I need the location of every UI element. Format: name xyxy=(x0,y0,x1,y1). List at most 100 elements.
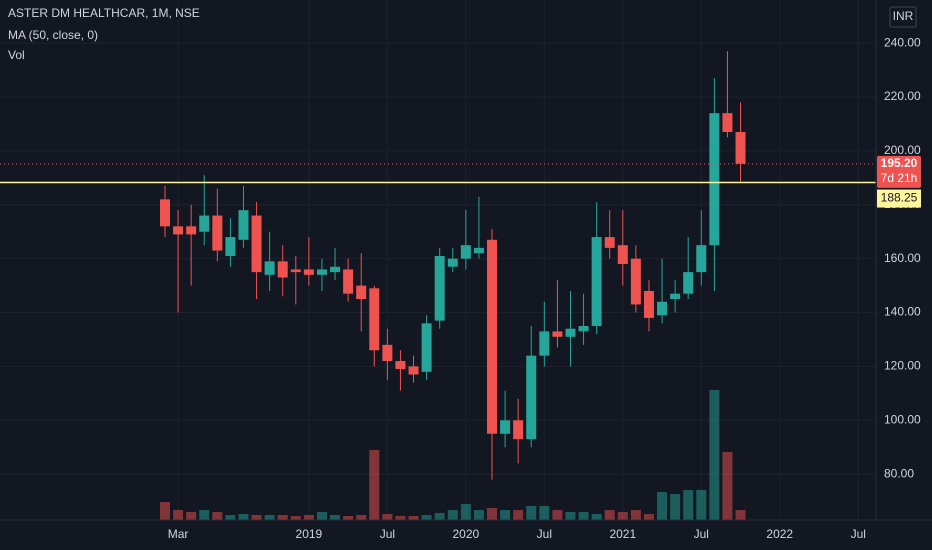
volume-bar xyxy=(552,510,563,520)
candle-body xyxy=(617,245,628,265)
candle-body xyxy=(500,420,511,434)
candle-body xyxy=(382,344,393,362)
volume-bar xyxy=(395,516,406,520)
volume-bar xyxy=(408,516,419,520)
volume-bar xyxy=(500,510,511,520)
volume-bar xyxy=(657,492,668,520)
volume-bar xyxy=(460,504,471,520)
y-tick-label: 220.00 xyxy=(884,89,921,103)
currency-box[interactable] xyxy=(889,6,917,28)
candle-body xyxy=(264,261,275,275)
y-tick-label: 160.00 xyxy=(884,251,921,265)
candle-body xyxy=(251,215,262,273)
volume-bar xyxy=(173,510,184,520)
volume-bar xyxy=(565,512,576,520)
last-price-bg xyxy=(877,155,921,188)
volume-bar xyxy=(303,515,314,520)
hline-label-bg xyxy=(877,189,921,208)
volume-bar xyxy=(277,515,288,520)
candle-body xyxy=(643,290,654,318)
countdown: 7d 21h xyxy=(881,171,918,185)
y-tick-label: 100.00 xyxy=(884,412,921,426)
candle-body xyxy=(173,226,184,235)
chart-title: ASTER DM HEALTHCAR, 1M, NSE xyxy=(8,6,200,20)
candle-body xyxy=(591,237,602,327)
candle-body xyxy=(330,266,341,273)
x-tick-label: 2020 xyxy=(452,527,479,541)
candle-body xyxy=(186,226,197,235)
y-tick-label: 120.00 xyxy=(884,359,921,373)
volume-bar xyxy=(212,512,223,520)
candle-body xyxy=(460,245,471,259)
candle-body xyxy=(709,113,720,246)
volume-bar xyxy=(238,514,249,520)
candle-body xyxy=(657,301,668,316)
x-tick-label: Mar xyxy=(168,527,189,541)
candle-body xyxy=(238,210,249,240)
volume-bar xyxy=(316,512,327,520)
x-tick-label: Jul xyxy=(537,527,552,541)
candle-body xyxy=(578,326,589,332)
candle-body xyxy=(513,420,524,440)
candle-body xyxy=(630,258,641,305)
volume-bar xyxy=(382,514,393,520)
candle-body xyxy=(290,269,301,273)
candle-body xyxy=(434,255,445,321)
candle-body xyxy=(408,366,419,375)
candle-body xyxy=(316,269,327,275)
currency[interactable]: INR xyxy=(893,9,914,23)
candle-body xyxy=(735,132,746,164)
volume-bar xyxy=(290,516,301,520)
candle-body xyxy=(212,215,223,251)
volume-bar xyxy=(251,515,262,520)
volume-bar xyxy=(578,512,589,520)
candle-body xyxy=(369,288,380,351)
candle-body xyxy=(277,261,288,278)
last-price-label: 195.20 xyxy=(881,156,918,170)
candle-body xyxy=(447,258,458,267)
volume-bar xyxy=(735,510,746,520)
x-tick-label: Jul xyxy=(851,527,866,541)
candle-body xyxy=(670,293,681,300)
labels: 80.00100.00120.00140.00160.00180.00200.0… xyxy=(168,35,921,541)
y-tick-label: 80.00 xyxy=(884,466,914,480)
x-tick-label: Jul xyxy=(380,527,395,541)
volume-bar xyxy=(330,515,341,520)
volume-bar xyxy=(264,515,275,520)
candle-body xyxy=(487,239,497,434)
volume-bar xyxy=(343,516,354,520)
candle-body xyxy=(160,199,170,227)
candle-body xyxy=(395,361,406,370)
volume-bar xyxy=(683,490,694,520)
volume-bar xyxy=(604,510,615,520)
candle-body xyxy=(565,328,576,337)
volume-bar xyxy=(421,515,432,520)
y-tick-label: 240.00 xyxy=(884,35,921,49)
x-tick-label: 2019 xyxy=(296,527,323,541)
volume-bar xyxy=(160,502,170,520)
volume-bar xyxy=(513,510,524,520)
volume-bar xyxy=(539,506,550,520)
volume-bar xyxy=(591,514,602,520)
candle-body xyxy=(199,215,210,232)
volume-bar xyxy=(696,490,707,520)
candle-body xyxy=(303,269,314,275)
hline-label: 188.25 xyxy=(881,191,918,205)
volume-bar xyxy=(369,450,380,520)
candle-body xyxy=(526,355,537,440)
candle-body xyxy=(539,331,550,356)
candle-body xyxy=(343,269,354,294)
candle-body xyxy=(225,237,236,256)
volume-bar xyxy=(643,514,654,520)
volume-bar xyxy=(617,512,628,520)
indicator-label: MA (50, close, 0) xyxy=(8,28,98,42)
candle-body xyxy=(722,113,733,133)
volume-bar xyxy=(225,515,236,520)
marks xyxy=(0,51,876,520)
volume-bar xyxy=(670,494,681,520)
candle-body xyxy=(683,272,694,294)
volume-bar xyxy=(630,510,641,520)
y-tick-label: 140.00 xyxy=(884,305,921,319)
volume-bar xyxy=(709,390,720,520)
